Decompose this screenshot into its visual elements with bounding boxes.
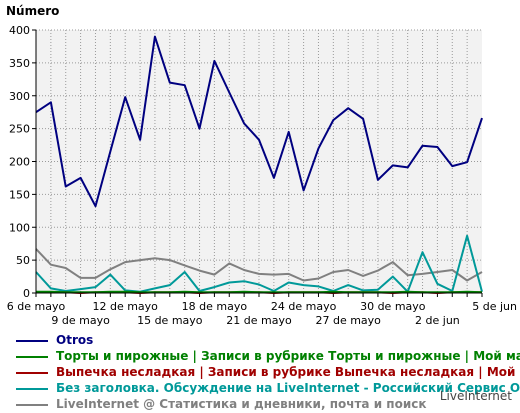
y-axis-title: Número <box>6 4 59 18</box>
series-line <box>36 290 483 294</box>
series-line <box>35 35 483 208</box>
y-tick-label: 50 <box>16 254 30 267</box>
y-tick-label: 150 <box>9 188 30 201</box>
legend-item: Выпечка несладкая | Записи в рубрике Вып… <box>16 365 520 381</box>
x-tick-label: 9 de mayo <box>51 314 110 327</box>
x-tick-label: 15 de mayo <box>137 314 203 327</box>
x-tick-label: 21 de mayo <box>226 314 292 327</box>
y-tick-label: 350 <box>9 57 30 70</box>
x-tick-label: 5 de jun <box>472 300 517 313</box>
footer-brand: LiveInternet <box>439 389 512 403</box>
y-tick-label: 200 <box>9 156 30 169</box>
y-tick-label: 250 <box>9 123 30 136</box>
legend-label: Выпечка несладкая | Записи в рубрике Вып… <box>56 365 520 379</box>
x-axis-ticks: 6 de mayo 12 de mayo 18 de mayo 24 de mayo 3… <box>7 293 517 327</box>
y-tick-label: 100 <box>9 221 30 234</box>
x-tick-label: 30 de mayo <box>360 300 426 313</box>
legend-swatch <box>16 340 48 342</box>
y-tick-label: 400 <box>9 24 30 37</box>
legend-label: Без заголовка. Обсуждение на LiveInterne… <box>56 381 520 395</box>
x-tick-label: 27 de mayo <box>315 314 381 327</box>
series-lines <box>35 35 483 294</box>
x-tick-label: 2 de jun <box>415 314 460 327</box>
legend-swatch <box>16 404 48 406</box>
series-line <box>35 248 483 282</box>
grid <box>36 29 482 293</box>
x-tick-label: 18 de mayo <box>182 300 248 313</box>
legend-swatch <box>16 356 48 358</box>
legend-label: Otros <box>56 333 94 347</box>
y-tick-label: 300 <box>9 90 30 103</box>
y-tick-label: 0 <box>23 287 30 300</box>
legend-item: Без заголовка. Обсуждение на LiveInterne… <box>16 381 520 397</box>
y-axis-ticks: 0 50 100 150 200 250 300 350 400 <box>9 24 36 300</box>
legend: Otros Торты и пирожные | Записи в рубрике… <box>16 333 520 413</box>
legend-label: Торты и пирожные | Записи в рубрике Торт… <box>56 349 520 363</box>
x-tick-label: 6 de mayo <box>7 300 66 313</box>
legend-swatch <box>16 372 48 374</box>
legend-item: Otros <box>16 333 520 349</box>
x-tick-label: 12 de mayo <box>92 300 158 313</box>
x-tick-label: 24 de mayo <box>271 300 337 313</box>
legend-swatch <box>16 388 48 390</box>
legend-item: Торты и пирожные | Записи в рубрике Торт… <box>16 349 520 365</box>
